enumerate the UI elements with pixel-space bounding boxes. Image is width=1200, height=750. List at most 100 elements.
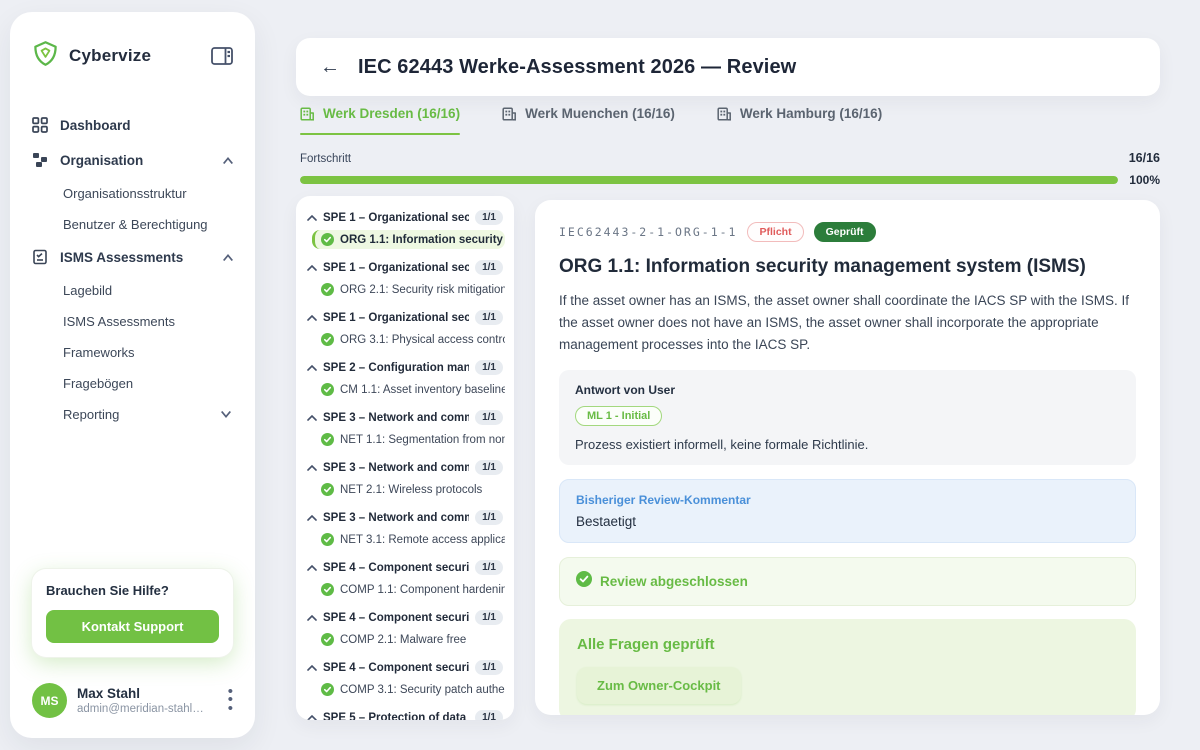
tree-group-header[interactable]: SPE 4 – Component security > … 1/1 [305,558,505,577]
chevron-up-icon [307,364,317,371]
tree-question-item[interactable]: NET 1.1: Segmentation from non-IAC… [315,430,505,449]
tree-group-label: SPE 3 – Network and commun… [323,511,469,524]
sidebar-item-dashboard[interactable]: Dashboard [32,108,233,143]
sidebar-subitem-label: Organisationsstruktur [63,186,187,201]
tab-label: Werk Hamburg (16/16) [739,106,883,121]
tree-question-item[interactable]: COMP 3.1: Security patch authenticit… [315,680,505,699]
werk-tabs: Werk Dresden (16/16) Werk Muenchen (16/16… [300,106,882,135]
tree-question-item[interactable]: COMP 2.1: Malware free [315,630,505,649]
sidebar-subitem-isms-assessments[interactable]: ISMS Assessments [32,306,233,337]
sidebar-item-label: ISMS Assessments [60,250,184,265]
tree-group-count: 1/1 [475,310,503,325]
sidebar-subitem-frageb-gen[interactable]: Fragebögen [32,368,233,399]
sidebar-subitem-frameworks[interactable]: Frameworks [32,337,233,368]
review-comment-label: Bisheriger Review-Kommentar [576,492,751,507]
panel-toggle-icon[interactable] [211,47,233,65]
tree-group-count: 1/1 [475,560,503,575]
tree-group-header[interactable]: SPE 1 – Organizational securit… 1/1 [305,258,505,277]
chevron-up-icon [307,714,317,720]
tree-group-header[interactable]: SPE 4 – Component security > … 1/1 [305,658,505,677]
sidebar-subitem-label: Fragebögen [63,376,134,391]
tree-question-item[interactable]: NET 3.1: Remote access applications [315,530,505,549]
question-description: If the asset owner has an ISMS, the asse… [559,293,1130,352]
tree-group: SPE 4 – Component security > … 1/1 COMP 2.… [305,608,505,649]
sidebar-subitem-benutzer-berechtigung[interactable]: Benutzer & Berechtigung [32,209,233,240]
user-row[interactable]: MS Max Stahl admin@meridian-stahl… • • • [32,683,233,718]
sidebar-subitem-lagebild[interactable]: Lagebild [32,275,233,306]
contact-support-button[interactable]: Kontakt Support [46,610,219,643]
tree-group-header[interactable]: SPE 1 – Organizational securit… 1/1 [305,308,505,327]
chevron-up-icon [223,157,233,164]
tree-group-label: SPE 1 – Organizational securit… [323,261,470,274]
tab-werk-muenchen-16-16-[interactable]: Werk Muenchen (16/16) [502,106,675,135]
tree-group-count: 1/1 [475,510,503,525]
review-comment-box: Bisheriger Review-Kommentar Bestaetigt [559,478,1136,543]
checklist-icon [32,249,49,266]
owner-cockpit-button[interactable]: Zum Owner-Cockpit [577,666,741,704]
tree-group-header[interactable]: SPE 5 – Protection of data > D… 1/1 [305,708,505,720]
chevron-up-icon [307,564,317,571]
tree-group-header[interactable]: SPE 3 – Network and commun… 1/1 [305,508,505,527]
check-circle-icon [321,333,334,346]
check-circle-icon [321,483,334,496]
chevron-up-icon [307,664,317,671]
tree-group: SPE 3 – Network and commun… 1/1 NET 2.1: W… [305,458,505,499]
question-tree-panel: SPE 1 – Organizational securit… 1/1 ORG 1.… [296,196,514,720]
tree-group-header[interactable]: SPE 4 – Component security > … 1/1 [305,608,505,627]
tree-question-label: ORG 2.1: Security risk mitigation [340,283,505,296]
org-hierarchy-icon [32,152,49,169]
sidebar-subitem-reporting[interactable]: Reporting [32,399,233,430]
tree-group: SPE 2 – Configuration manag… 1/1 CM 1.1: A… [305,358,505,399]
check-circle-icon [321,533,334,546]
review-done-banner: Review abgeschlossen [559,556,1136,606]
tree-group-count: 1/1 [475,260,503,275]
tree-group-header[interactable]: SPE 2 – Configuration manag… 1/1 [305,358,505,377]
tree-group: SPE 4 – Component security > … 1/1 COMP 1.… [305,558,505,599]
tree-question-item[interactable]: ORG 1.1: Information security mana… [312,230,505,249]
tree-group-label: SPE 4 – Component security > … [323,561,470,574]
tree-question-item[interactable]: ORG 3.1: Physical access control [315,330,505,349]
user-name: Max Stahl [77,686,141,701]
tree-question-item[interactable]: CM 1.1: Asset inventory baseline [315,380,505,399]
tree-group-header[interactable]: SPE 3 – Network and commun… 1/1 [305,408,505,427]
tree-group-header[interactable]: SPE 3 – Network and commun… 1/1 [305,458,505,477]
dashboard-grid-icon [32,117,49,134]
tree-question-item[interactable]: ORG 2.1: Security risk mitigation [315,280,505,299]
tree-group-count: 1/1 [475,360,503,375]
sidebar-subitem-label: ISMS Assessments [63,314,175,329]
page-header: ← IEC 62443 Werke-Assessment 2026 — Revi… [296,38,1160,96]
maturity-level-badge: ML 1 - Initial [575,405,663,426]
progress-bar [300,176,1118,184]
tree-question-item[interactable]: COMP 1.1: Component hardening [315,580,505,599]
sidebar-subitem-organisationsstruktur[interactable]: Organisationsstruktur [32,178,233,209]
check-circle-icon [321,683,334,696]
tree-question-item[interactable]: NET 2.1: Wireless protocols [315,480,505,499]
sidebar-nav: Dashboard Organisation Organisationsstrukt… [32,108,233,430]
chevron-up-icon [307,214,317,221]
tree-group: SPE 4 – Component security > … 1/1 COMP 3.… [305,658,505,699]
tab-werk-hamburg-16-16-[interactable]: Werk Hamburg (16/16) [717,106,882,135]
tree-group-label: SPE 1 – Organizational securit… [323,311,470,324]
approved-badge: Geprüft [813,222,876,242]
sidebar-item-label: Organisation [60,153,144,168]
tree-group-label: SPE 2 – Configuration manag… [323,361,470,374]
sidebar-subitem-label: Benutzer & Berechtigung [63,217,208,232]
tab-werk-dresden-16-16-[interactable]: Werk Dresden (16/16) [300,106,461,135]
tree-group: SPE 1 – Organizational securit… 1/1 ORG 1.… [305,208,505,249]
user-answer-box: Antwort von User ML 1 - Initial Prozess … [559,369,1136,465]
tree-group: SPE 1 – Organizational securit… 1/1 ORG 2.… [305,258,505,299]
check-circle-icon [576,570,592,592]
tree-group-header[interactable]: SPE 1 – Organizational securit… 1/1 [305,208,505,227]
sidebar-item-isms-assessments[interactable]: ISMS Assessments [32,240,233,275]
sidebar-item-organisation[interactable]: Organisation [32,143,233,178]
tree-question-label: ORG 3.1: Physical access control [340,333,505,346]
back-arrow-icon[interactable]: ← [320,56,340,78]
all-questions-title: Alle Fragen geprüft [577,635,715,653]
help-title: Brauchen Sie Hilfe? [46,583,169,598]
tree-group-label: SPE 3 – Network and commun… [323,461,469,474]
check-circle-icon [321,233,334,246]
kebab-menu-icon[interactable]: • • • [227,683,233,717]
tree-group-count: 1/1 [475,410,503,425]
tree-group: SPE 3 – Network and commun… 1/1 NET 3.1: R… [305,508,505,549]
shield-logo-icon [32,40,59,72]
